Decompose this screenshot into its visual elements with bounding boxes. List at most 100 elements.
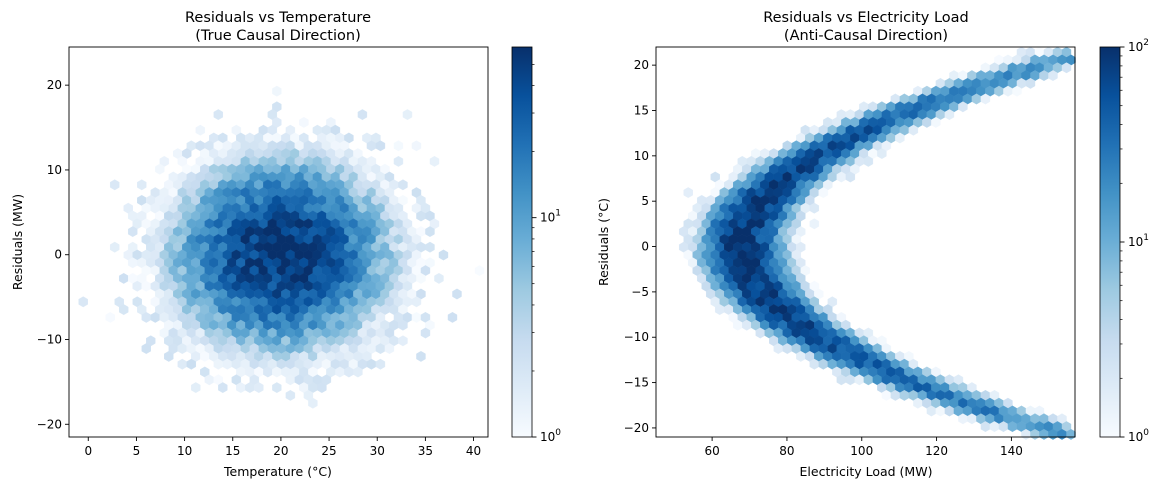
hexbin-cell [1061, 62, 1072, 74]
hexbin-cell [398, 319, 408, 331]
hexbin-cell [931, 116, 941, 128]
hexbin-cell [818, 187, 829, 199]
x-tick-label: 80 [779, 444, 794, 458]
hexbin-cell [429, 155, 440, 167]
hexbin-cell [434, 272, 444, 284]
hexbin-cell [447, 311, 458, 323]
y-axis-label-right: Residuals (°C) [596, 198, 611, 286]
hexbin-cell [78, 296, 88, 308]
hexbin-cell [177, 358, 187, 370]
hexbin-cell [398, 335, 408, 347]
plot-frame-right [655, 46, 1076, 438]
hexbin-cell [137, 179, 147, 191]
hexbin-cell [375, 358, 386, 370]
hexbin-cell [384, 343, 395, 355]
x-tick-label: 35 [418, 444, 433, 458]
colorbar-tick-label: 102 [1128, 38, 1149, 54]
hexbin-cell [1012, 85, 1022, 97]
hexbin-cell [402, 109, 413, 121]
colorbar-tick-label: 100 [1128, 428, 1149, 444]
hexbin-cell [958, 101, 968, 113]
hexbin-cell [218, 382, 228, 394]
hexbin-cell [438, 249, 449, 261]
hexbin-cell [411, 140, 422, 152]
colorbar-right-gradient [1099, 46, 1121, 438]
hexbin-cell [254, 382, 264, 394]
hexbin-cell [353, 366, 363, 378]
y-tick-label: 20 [47, 78, 62, 92]
hexbin-cell [164, 350, 174, 362]
x-tick-label: 20 [273, 444, 288, 458]
hexbin-cell [110, 241, 120, 253]
hexbin-cell [474, 265, 485, 277]
chart-left-subtitle: (True Causal Direction) [195, 28, 361, 44]
hexbin-cell [119, 272, 129, 284]
y-tick-label: 20 [634, 58, 649, 72]
hexbin-cell [186, 358, 196, 370]
hexbin-cell [845, 171, 856, 183]
x-tick-label: 0 [84, 444, 92, 458]
x-axis-right: 60 80 100 120 140 [704, 437, 1023, 458]
hexbin-cell [420, 327, 431, 339]
chart-right-subtitle: (Anti-Causal Direction) [784, 28, 948, 44]
hexbin-cell [683, 187, 693, 199]
hexbin-cell [119, 304, 129, 316]
colorbar-left: 100 101 [511, 46, 561, 444]
hexbin-cell [213, 109, 224, 121]
hexbin-cell [452, 288, 462, 300]
hexbin-cell [411, 311, 422, 323]
colorbar-left-gradient [511, 46, 533, 438]
x-axis-label-left: Temperature (°C) [223, 464, 332, 479]
hexbin-cell [299, 116, 309, 128]
hexbin-right [679, 46, 1076, 440]
hexbin-cell [128, 226, 138, 238]
hexbin-cell [393, 155, 404, 167]
colorbar-tick-label: 100 [540, 428, 561, 444]
hexbin-cell [908, 124, 919, 136]
hexbin-cell [272, 382, 282, 394]
hexbin-cell [863, 155, 874, 167]
y-tick-label: 5 [641, 194, 649, 208]
hexbin-cell [105, 311, 115, 323]
plot-frame-left [68, 46, 489, 438]
hexbin-cell [357, 109, 368, 121]
y-tick-label: 0 [641, 240, 649, 254]
hexbin-cell [1025, 77, 1036, 89]
x-tick-label: 15 [225, 444, 240, 458]
colorbar-tick-label: 101 [540, 209, 561, 225]
colorbar-tick-label: 101 [1128, 233, 1149, 249]
hexbin-cell [877, 148, 887, 160]
hexbin-cell [308, 397, 318, 409]
x-tick-label: 120 [925, 444, 948, 458]
hexbin-cell [411, 296, 422, 308]
hexbin-cell [272, 85, 282, 97]
colorbar-right: 100 101 102 [1099, 38, 1149, 444]
x-tick-label: 30 [370, 444, 385, 458]
x-axis-label-right: Electricity Load (MW) [800, 464, 933, 479]
hexbin-cell [317, 382, 327, 394]
y-axis-right: −20 −15 −10 −5 0 5 10 15 20 [624, 58, 656, 435]
hexbin-cell [809, 218, 820, 230]
y-tick-label: −20 [624, 421, 649, 435]
chart-right-title: Residuals vs Electricity Load [763, 10, 969, 26]
hexbin-cell [375, 140, 386, 152]
x-tick-label: 60 [704, 444, 719, 458]
y-tick-label: −15 [624, 376, 649, 390]
colorbar-left-ticks: 100 101 [532, 64, 561, 444]
y-tick-label: 0 [54, 248, 62, 262]
hexbin-left [78, 85, 485, 409]
y-tick-label: −10 [37, 333, 62, 347]
hexbin-cell [425, 226, 435, 238]
hexbin-cell [980, 93, 991, 105]
x-tick-label: 25 [321, 444, 336, 458]
y-tick-label: 10 [634, 149, 649, 163]
x-tick-label: 10 [177, 444, 192, 458]
y-tick-label: −20 [37, 417, 62, 431]
y-axis-left: −20 −10 0 10 20 [37, 78, 69, 431]
hexbin-cell [809, 202, 820, 214]
hexbin-cell [110, 179, 120, 191]
hexbin-cell [416, 272, 426, 284]
hexbin-cell [141, 343, 151, 355]
y-tick-label: 10 [47, 163, 62, 177]
